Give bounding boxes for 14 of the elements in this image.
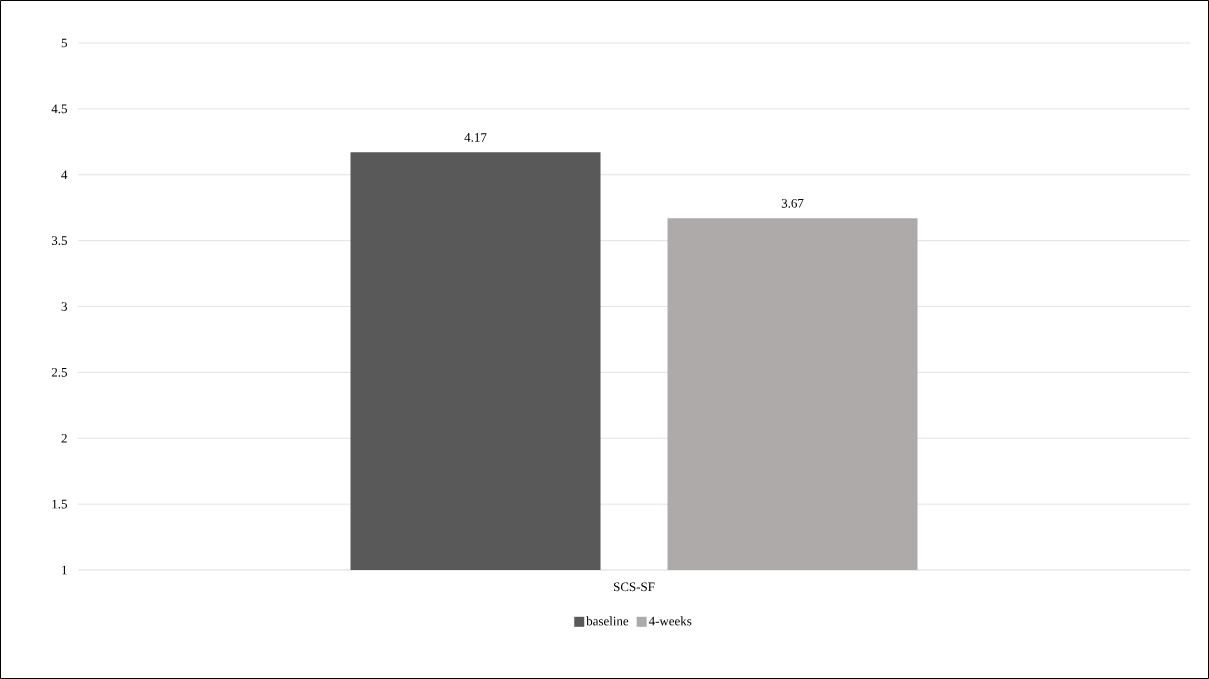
data-label: 3.67 xyxy=(781,198,804,208)
y-tick-label: 4 xyxy=(61,170,68,180)
y-tick-label: 4.5 xyxy=(51,104,67,114)
y-tick-label: 1 xyxy=(62,565,67,575)
data-label: 4.17 xyxy=(464,133,487,142)
y-tick-label: 3 xyxy=(61,302,67,311)
y-tick-label: 1.5 xyxy=(52,499,67,509)
legend-label: baseline xyxy=(586,616,629,626)
y-tick-label: 2 xyxy=(61,433,67,443)
y-tick-label: 2.5 xyxy=(51,367,67,377)
legend-label: 4-weeks xyxy=(648,616,692,626)
x-tick-label: SCS-SF xyxy=(613,582,655,592)
y-tick-label: 5 xyxy=(61,38,67,48)
y-tick-label: 3.5 xyxy=(51,236,67,246)
